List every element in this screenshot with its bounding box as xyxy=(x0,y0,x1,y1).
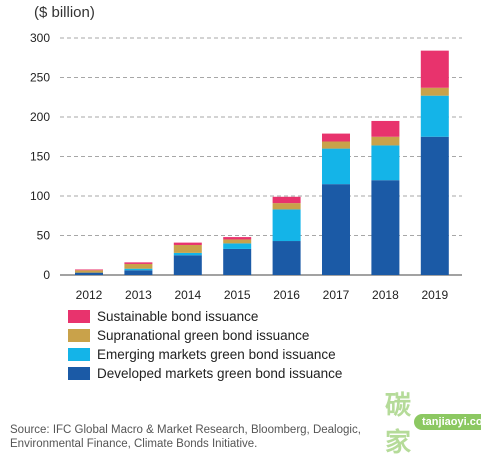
bar-segment xyxy=(173,252,202,256)
legend-swatch xyxy=(68,329,90,342)
bar-segment xyxy=(75,270,103,273)
bar-segment xyxy=(124,263,153,269)
bar-segment xyxy=(124,268,153,271)
source-line-1: Source: IFC Global Macro & Market Resear… xyxy=(10,424,361,436)
bar-segment xyxy=(371,120,400,137)
bar-segment xyxy=(420,136,449,275)
bar-segment xyxy=(272,241,301,275)
x-tick-label: 2019 xyxy=(421,288,448,302)
bar-segment xyxy=(124,262,153,264)
y-tick-label: 200 xyxy=(30,110,50,124)
x-tick-label: 2016 xyxy=(273,288,300,302)
watermark-logo: 碳家 xyxy=(385,390,413,457)
bar-segment xyxy=(322,133,350,142)
bar-segment xyxy=(124,270,153,275)
x-tick-label: 2017 xyxy=(323,288,350,302)
legend-label: Sustainable bond issuance xyxy=(97,309,258,324)
y-tick-label: 300 xyxy=(30,31,50,45)
source-line-2: Environmental Finance, Climate Bonds Ini… xyxy=(10,438,258,450)
bar-segment xyxy=(272,196,301,204)
bar-segment xyxy=(272,203,301,210)
bar-segment xyxy=(322,148,350,185)
x-tick-label: 2014 xyxy=(174,288,201,302)
bar-segment xyxy=(420,50,449,88)
bar-segment xyxy=(223,239,252,244)
legend-swatch xyxy=(68,348,90,361)
bar-segment xyxy=(322,184,350,275)
bar-segment xyxy=(173,244,202,253)
x-tick-label: 2015 xyxy=(224,288,251,302)
watermark: 碳家 tanjiaoyi.com xyxy=(385,390,481,457)
bar-segment xyxy=(420,87,449,96)
bar-segment xyxy=(173,255,202,275)
x-tick-label: 2013 xyxy=(125,288,152,302)
legend-swatch xyxy=(68,310,90,323)
bar-segment xyxy=(223,237,252,240)
bar-segment xyxy=(322,141,350,149)
y-tick-label: 0 xyxy=(43,268,50,282)
y-tick-label: 50 xyxy=(37,229,51,243)
bar-segment xyxy=(371,145,400,181)
unit-label: ($ billion) xyxy=(34,4,95,21)
bar-segment xyxy=(371,136,400,146)
legend-label: Developed markets green bond issuance xyxy=(97,366,342,381)
bar-segment xyxy=(420,95,449,137)
y-tick-label: 150 xyxy=(30,150,50,164)
source-note: Source: IFC Global Macro & Market Resear… xyxy=(10,423,410,451)
legend-label: Emerging markets green bond issuance xyxy=(97,347,336,362)
bar-segment xyxy=(75,269,103,271)
legend-swatch xyxy=(68,367,90,380)
bar-segment xyxy=(272,209,301,242)
bar-segment xyxy=(173,242,202,245)
legend-label: Supranational green bond issuance xyxy=(97,328,309,343)
watermark-url: tanjiaoyi.com xyxy=(414,414,481,430)
bar-segment xyxy=(75,272,103,275)
x-tick-label: 2012 xyxy=(76,288,103,302)
bar-segment xyxy=(223,243,252,249)
bar-segment xyxy=(223,248,252,275)
y-tick-label: 100 xyxy=(30,189,50,203)
y-tick-label: 250 xyxy=(30,71,50,85)
bar-segment xyxy=(371,180,400,275)
x-tick-label: 2018 xyxy=(372,288,399,302)
